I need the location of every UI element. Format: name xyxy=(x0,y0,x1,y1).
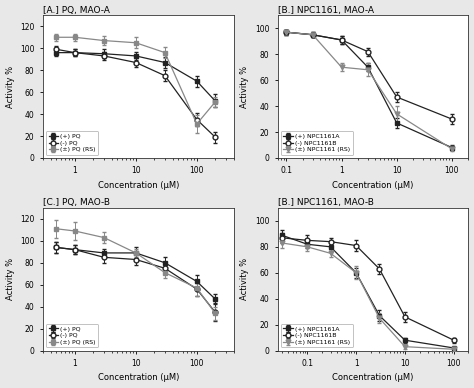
Text: [B.] NPC1161, MAO-A: [B.] NPC1161, MAO-A xyxy=(278,5,374,15)
X-axis label: Concentration (μM): Concentration (μM) xyxy=(332,373,414,383)
X-axis label: Concentration (μM): Concentration (μM) xyxy=(332,181,414,190)
X-axis label: Concentration (μM): Concentration (μM) xyxy=(98,181,179,190)
X-axis label: Concentration (μM): Concentration (μM) xyxy=(98,373,179,383)
Y-axis label: Activity %: Activity % xyxy=(6,66,15,108)
Legend: (+) PQ, (-) PQ, (±) PQ (RS): (+) PQ, (-) PQ, (±) PQ (RS) xyxy=(46,131,99,155)
Legend: (+) PQ, (-) PQ, (±) PQ (RS): (+) PQ, (-) PQ, (±) PQ (RS) xyxy=(46,324,99,347)
Y-axis label: Activity %: Activity % xyxy=(240,66,249,108)
Legend: (+) NPC1161A, (-) NPC1161B, (±) NPC1161 (RS): (+) NPC1161A, (-) NPC1161B, (±) NPC1161 … xyxy=(281,324,353,347)
Text: [C.] PQ, MAO-B: [C.] PQ, MAO-B xyxy=(43,198,110,207)
Y-axis label: Activity %: Activity % xyxy=(240,258,249,300)
Y-axis label: Activity %: Activity % xyxy=(6,258,15,300)
Legend: (+) NPC1161A, (-) NPC1161B, (±) NPC1161 (RS): (+) NPC1161A, (-) NPC1161B, (±) NPC1161 … xyxy=(281,131,353,155)
Text: [A.] PQ, MAO-A: [A.] PQ, MAO-A xyxy=(43,5,110,15)
Text: [B.] NPC1161, MAO-B: [B.] NPC1161, MAO-B xyxy=(278,198,374,207)
